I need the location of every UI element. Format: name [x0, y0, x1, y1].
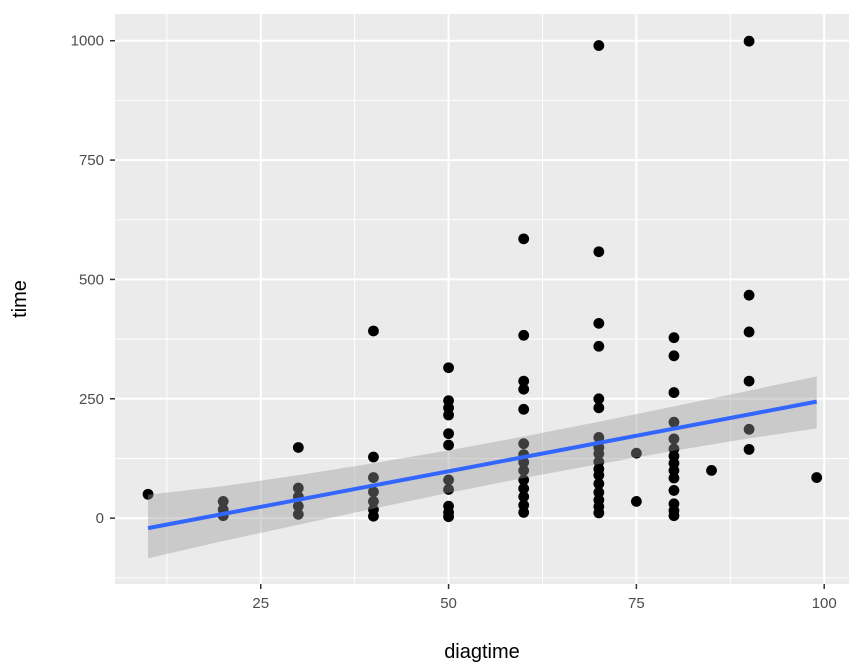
data-point	[593, 246, 605, 258]
data-point	[368, 325, 379, 337]
y-tick-label: 500	[79, 271, 104, 288]
x-tick-label: 75	[628, 595, 645, 612]
data-point	[630, 447, 642, 459]
data-point	[443, 409, 454, 421]
y-tick-label: 250	[79, 391, 104, 408]
data-point	[668, 464, 680, 476]
data-point	[518, 329, 530, 341]
data-point	[593, 393, 605, 405]
x-tick-label: 100	[812, 595, 837, 612]
data-point	[518, 233, 530, 245]
data-point	[142, 488, 154, 500]
data-point	[630, 496, 642, 507]
data-point	[811, 472, 823, 483]
data-point	[668, 485, 680, 496]
data-point	[368, 472, 379, 483]
data-point	[443, 474, 454, 486]
data-point	[518, 438, 530, 450]
x-tick-label: 50	[440, 595, 457, 612]
data-point	[518, 375, 530, 387]
data-point	[518, 506, 530, 518]
data-point	[668, 350, 680, 362]
y-tick-label: 750	[79, 152, 104, 169]
data-point	[593, 448, 605, 460]
data-point	[668, 387, 680, 398]
data-point	[593, 340, 605, 352]
data-point	[368, 510, 379, 522]
data-point	[292, 442, 304, 453]
confidence-band	[148, 376, 817, 559]
data-point	[593, 478, 605, 490]
data-point	[518, 403, 530, 415]
data-point	[217, 496, 229, 507]
data-point	[668, 472, 680, 484]
data-point	[518, 383, 530, 395]
data-point	[443, 439, 454, 451]
data-point	[368, 451, 379, 463]
data-point	[368, 486, 379, 498]
data-point	[518, 483, 530, 494]
data-point	[593, 486, 605, 498]
data-point	[743, 326, 755, 338]
data-point	[443, 511, 454, 523]
y-tick-label: 1000	[71, 33, 104, 50]
data-point	[518, 474, 530, 486]
x-axis-title: diagtime	[444, 641, 520, 663]
y-tick-label: 0	[96, 510, 104, 527]
data-point	[743, 443, 755, 455]
data-point	[292, 500, 304, 512]
data-point	[593, 469, 605, 481]
data-point	[706, 464, 717, 476]
regression-line	[147, 399, 818, 531]
data-point	[368, 496, 379, 507]
y-axis-title: time	[9, 280, 31, 318]
data-point	[743, 35, 755, 47]
x-tick-label: 25	[252, 595, 269, 612]
data-point	[443, 484, 454, 495]
data-point	[593, 507, 605, 519]
data-point	[593, 432, 605, 443]
data-point	[743, 289, 755, 301]
data-point	[292, 482, 304, 494]
data-point	[593, 402, 605, 414]
data-point	[668, 433, 680, 445]
data-point	[518, 464, 530, 476]
data-point	[593, 317, 605, 329]
data-point	[593, 40, 605, 51]
data-point	[668, 510, 680, 522]
data-point	[443, 362, 454, 374]
data-point	[668, 416, 680, 428]
data-point	[668, 332, 680, 344]
data-point	[743, 375, 755, 387]
data-point	[292, 508, 304, 520]
data-point	[518, 491, 530, 503]
data-point	[743, 423, 755, 435]
data-point	[443, 428, 454, 440]
plot-panel	[115, 14, 849, 584]
